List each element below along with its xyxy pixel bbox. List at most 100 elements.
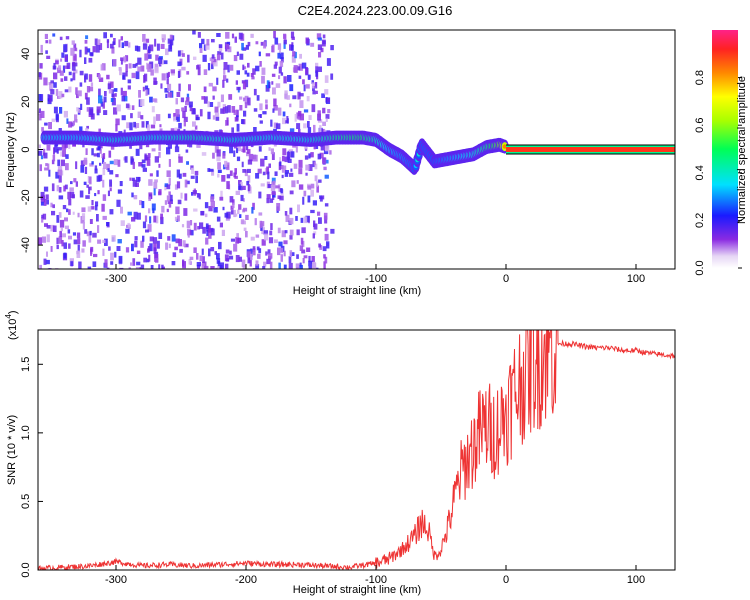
noise-speck	[65, 154, 69, 159]
noise-speck	[282, 117, 286, 125]
noise-speck	[202, 256, 205, 263]
noise-speck	[131, 105, 135, 110]
noise-speck	[61, 144, 66, 150]
noise-speck	[60, 78, 64, 82]
noise-speck	[134, 236, 138, 241]
noise-speck	[64, 55, 68, 61]
noise-speck	[206, 229, 209, 237]
noise-speck	[51, 159, 55, 165]
noise-speck	[39, 63, 43, 69]
noise-speck	[239, 214, 242, 218]
noise-speck	[297, 204, 300, 213]
x-tick-label: -100	[365, 574, 387, 586]
noise-speck	[261, 75, 265, 84]
noise-speck	[55, 89, 59, 96]
noise-speck	[203, 96, 208, 104]
noise-speck	[280, 57, 284, 63]
noise-speck	[278, 241, 283, 247]
noise-speck	[161, 264, 164, 269]
noise-speck	[154, 156, 159, 163]
noise-speck	[164, 200, 167, 205]
noise-speck	[288, 256, 292, 263]
noise-speck	[113, 107, 118, 115]
noise-speck	[177, 61, 182, 67]
noise-speck	[56, 149, 59, 154]
noise-speck	[97, 225, 100, 233]
noise-speck	[159, 124, 162, 128]
noise-speck	[119, 181, 123, 187]
noise-speck	[237, 209, 240, 215]
noise-speck	[298, 128, 301, 135]
noise-speck	[299, 262, 302, 267]
noise-speck	[292, 51, 296, 57]
noise-speck	[295, 146, 298, 153]
noise-speck	[263, 41, 267, 49]
noise-speck	[180, 97, 185, 103]
noise-speck	[222, 107, 226, 114]
noise-speck	[79, 126, 83, 134]
noise-speck	[169, 199, 173, 204]
noise-speck	[144, 155, 148, 161]
noise-speck	[46, 199, 49, 205]
noise-speck	[277, 52, 281, 59]
noise-speck	[57, 67, 61, 74]
noise-speck	[262, 266, 266, 269]
noise-speck	[125, 71, 128, 77]
noise-speck	[271, 44, 275, 53]
noise-speck	[275, 83, 281, 88]
noise-speck	[258, 191, 262, 199]
noise-speck	[263, 230, 268, 236]
noise-speck	[97, 190, 100, 195]
noise-speck	[144, 215, 148, 222]
noise-speck	[290, 151, 295, 158]
noise-speck	[199, 47, 203, 53]
noise-speck	[109, 179, 112, 187]
noise-speck	[90, 82, 94, 87]
noise-speck	[284, 90, 288, 94]
noise-speck	[272, 108, 275, 113]
noise-speck	[244, 102, 248, 109]
x-tick-label: -200	[235, 273, 257, 285]
noise-speck	[235, 237, 240, 244]
noise-speck	[222, 206, 225, 211]
noise-speck	[196, 193, 200, 198]
noise-speck	[133, 195, 138, 200]
noise-speck	[266, 194, 271, 199]
noise-speck	[329, 150, 332, 155]
noise-speck	[312, 261, 317, 269]
noise-speck	[330, 228, 335, 234]
noise-speck	[41, 214, 44, 219]
noise-speck	[82, 240, 86, 247]
noise-speck	[162, 38, 165, 43]
noise-speck	[236, 148, 239, 154]
noise-speck	[124, 156, 128, 163]
noise-speck	[98, 95, 103, 104]
noise-speck	[217, 162, 221, 170]
noise-speck	[233, 243, 238, 252]
noise-speck	[216, 53, 221, 61]
noise-speck	[265, 85, 270, 92]
noise-speck	[237, 144, 242, 152]
noise-speck	[220, 190, 223, 198]
noise-speck	[308, 164, 313, 171]
noise-speck	[289, 84, 294, 92]
noise-speck	[208, 231, 212, 239]
noise-speck	[136, 46, 141, 52]
noise-speck	[315, 62, 319, 67]
noise-speck	[278, 162, 282, 171]
noise-speck	[76, 250, 81, 258]
noise-speck	[58, 187, 62, 193]
noise-speck	[279, 195, 284, 201]
noise-speck	[243, 110, 247, 117]
noise-speck	[291, 55, 296, 63]
noise-speck	[305, 84, 310, 89]
noise-speck	[183, 116, 188, 122]
noise-speck	[297, 114, 300, 120]
noise-speck	[68, 71, 72, 76]
noise-speck	[277, 247, 281, 256]
noise-speck	[107, 190, 110, 197]
colorbar-ticks: 0.0 0.2 0.4 0.6 0.8	[694, 70, 742, 276]
noise-speck	[308, 255, 311, 263]
noise-speck	[57, 169, 63, 176]
noise-speck	[298, 168, 303, 175]
